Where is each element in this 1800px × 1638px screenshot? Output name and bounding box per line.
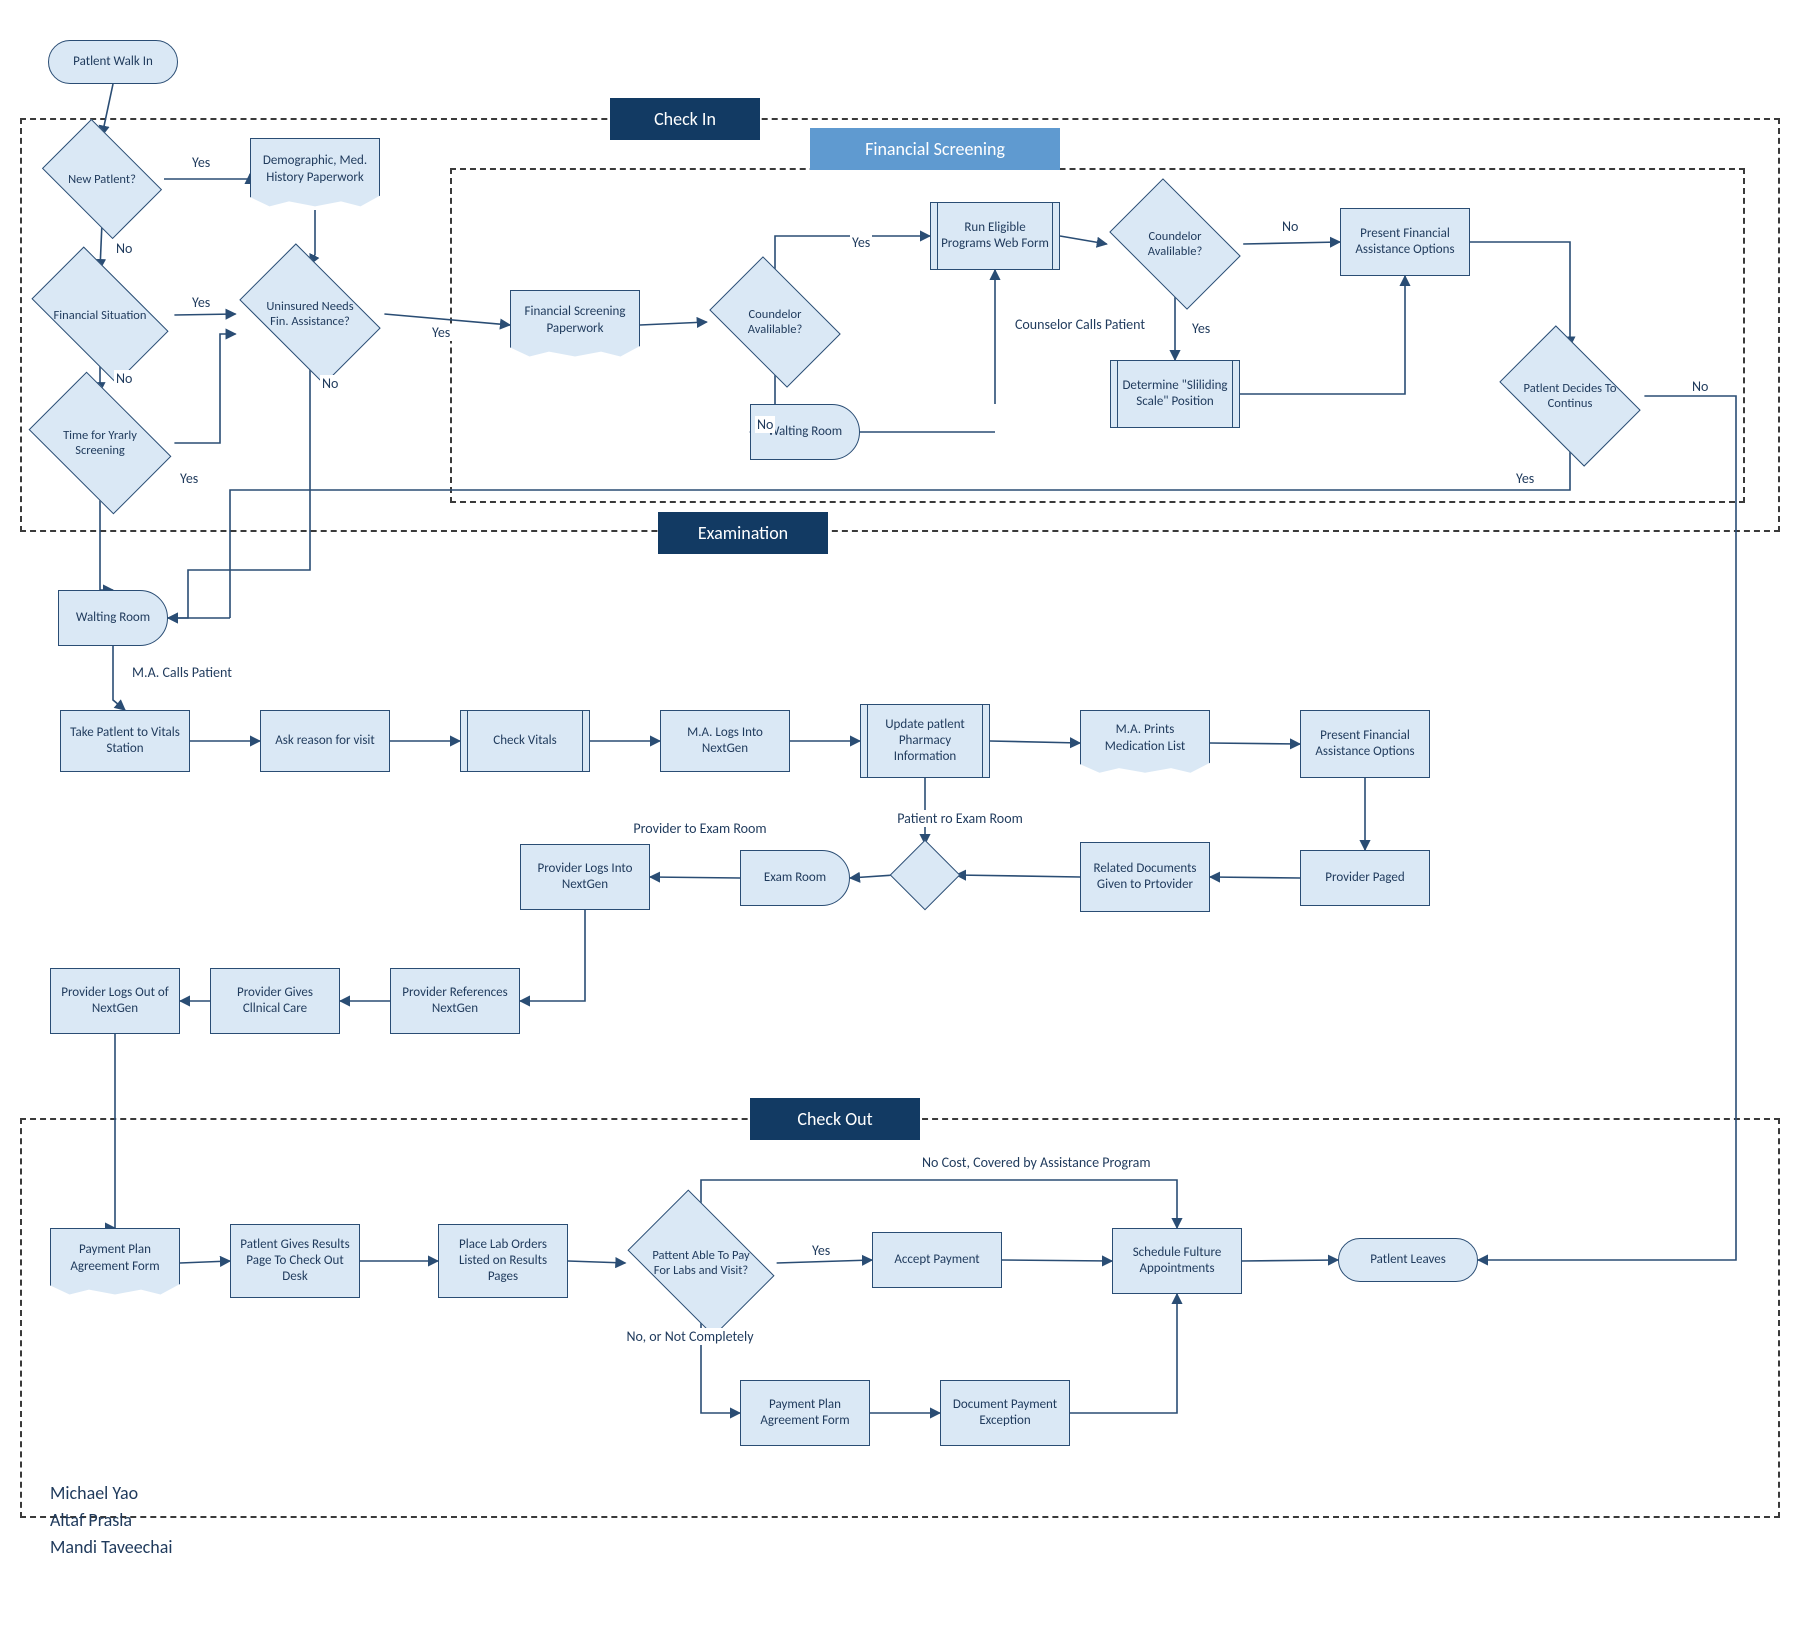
node-presentfin2: Present Financial Assistance Options [1300, 710, 1430, 778]
node-examroom: Exam Room [740, 850, 850, 906]
edge-label-un_yes: Yes [430, 324, 452, 341]
edge-label-ma_calls: M.A. Calls Patient [130, 664, 234, 681]
edge-label-yr_yes: Yes [178, 470, 200, 487]
node-leaves: Patlent Leaves [1338, 1238, 1478, 1282]
node-malogs: M.A. Logs Into NextGen [660, 710, 790, 772]
node-maprints: M.A. Prints Medication List [1080, 710, 1210, 776]
edge-label-ap_yes: Yes [810, 1242, 832, 1259]
node-schedule: Schedule Fulture Appointments [1112, 1228, 1242, 1294]
node-examroomdec [900, 850, 950, 900]
node-placelab: Place Lab Orders Listed on Results Pages [438, 1224, 568, 1298]
node-start: Patlent Walk In [48, 40, 178, 84]
edge-label-un_no: No [320, 375, 340, 392]
edge-label-c1_yes: Yes [850, 234, 872, 251]
node-ablepay: Pattent Able To Pay For Labs and Visit? [640, 1220, 762, 1306]
financial-screening-banner: Financial Screening [810, 128, 1060, 170]
node-askreason: Ask reason for visit [260, 710, 390, 772]
node-counselor1: Coundelor Avalilable? [720, 284, 830, 360]
node-payplan2: Payment Plan Agreement Form [740, 1380, 870, 1446]
node-presentfin1: Present Financial Assistance Options [1340, 208, 1470, 276]
node-takevitals: Take Patlent to Vitals Station [60, 710, 190, 772]
edge-label-pat_exam: Patient ro Exam Room [890, 810, 1030, 827]
flowchart-canvas: Check In Financial Screening Examination… [20, 20, 1780, 1618]
edge-label-c2_no: No [1280, 218, 1300, 235]
node-sliding: Determine "Sliliding Scale" Position [1110, 360, 1240, 428]
node-wait2: Walting Room [58, 590, 168, 646]
node-provlogs: Provider Logs Into NextGen [520, 844, 650, 910]
examination-banner: Examination [658, 512, 828, 554]
edge-label-dec_yes: Yes [1514, 470, 1536, 487]
edge-label-prov_exam: Provider to Exam Room [630, 820, 770, 837]
checkin-banner: Check In [610, 98, 760, 140]
edge-label-dec_no: No [1690, 378, 1710, 395]
checkout-region [20, 1118, 1780, 1518]
node-eligible: Run Eligible Programs Web Form [930, 202, 1060, 270]
node-acceptpay: Accept Payment [872, 1232, 1002, 1288]
node-givesresults: Patlent Gives Results Page To Check Out … [230, 1224, 360, 1298]
node-uninsured: Uninsured Needs Fin. Assistance? [250, 274, 370, 354]
edge-label-fs_yes: Yes [190, 294, 212, 311]
node-payplan: Payment Plan Agreement Form [50, 1228, 180, 1298]
node-fspaper: Financial Screening Paperwork [510, 290, 640, 360]
node-docpay: Document Payment Exception [940, 1380, 1070, 1446]
node-demographic: Demographic, Med. History Paperwork [250, 138, 380, 210]
node-decides: Patlent Decides To Continus [1510, 356, 1630, 436]
edge-label-np_no: No [114, 240, 134, 257]
checkout-banner: Check Out [750, 1098, 920, 1140]
node-provpaged: Provider Paged [1300, 850, 1430, 906]
node-counselor2: Coundelor Avalilable? [1120, 206, 1230, 282]
node-provlogsout: Provider Logs Out of NextGen [50, 968, 180, 1034]
node-yearly: Time for Yrarly Screening [40, 402, 160, 484]
edge-label-fs_no: No [114, 370, 134, 387]
authors-block: Michael YaoAltaf PraslaMandi Taveechai [50, 1480, 173, 1561]
node-finsit: Financial Situation [40, 278, 160, 352]
edge-label-counselor_calls: Counselor Calls Patient [1010, 316, 1150, 333]
node-provref: Provider References NextGen [390, 968, 520, 1034]
node-provgives: Provider Gives Cllnical Care [210, 968, 340, 1034]
edge-label-c2_yes: Yes [1190, 320, 1212, 337]
node-reldocs: Related Documents Given to Prtovider [1080, 842, 1210, 912]
node-newpatient: New Patlent? [52, 144, 152, 214]
edge-label-np_yes: Yes [190, 154, 212, 171]
node-updaterx: Update patlent Pharmacy Information [860, 704, 990, 778]
node-checkvitals: Check Vitals [460, 710, 590, 772]
edge-label-nocost: No Cost, Covered by Assistance Program [920, 1154, 1153, 1171]
edge-label-c1_no: No [755, 416, 775, 433]
edge-label-ap_no: No, or Not Completely [620, 1328, 760, 1345]
